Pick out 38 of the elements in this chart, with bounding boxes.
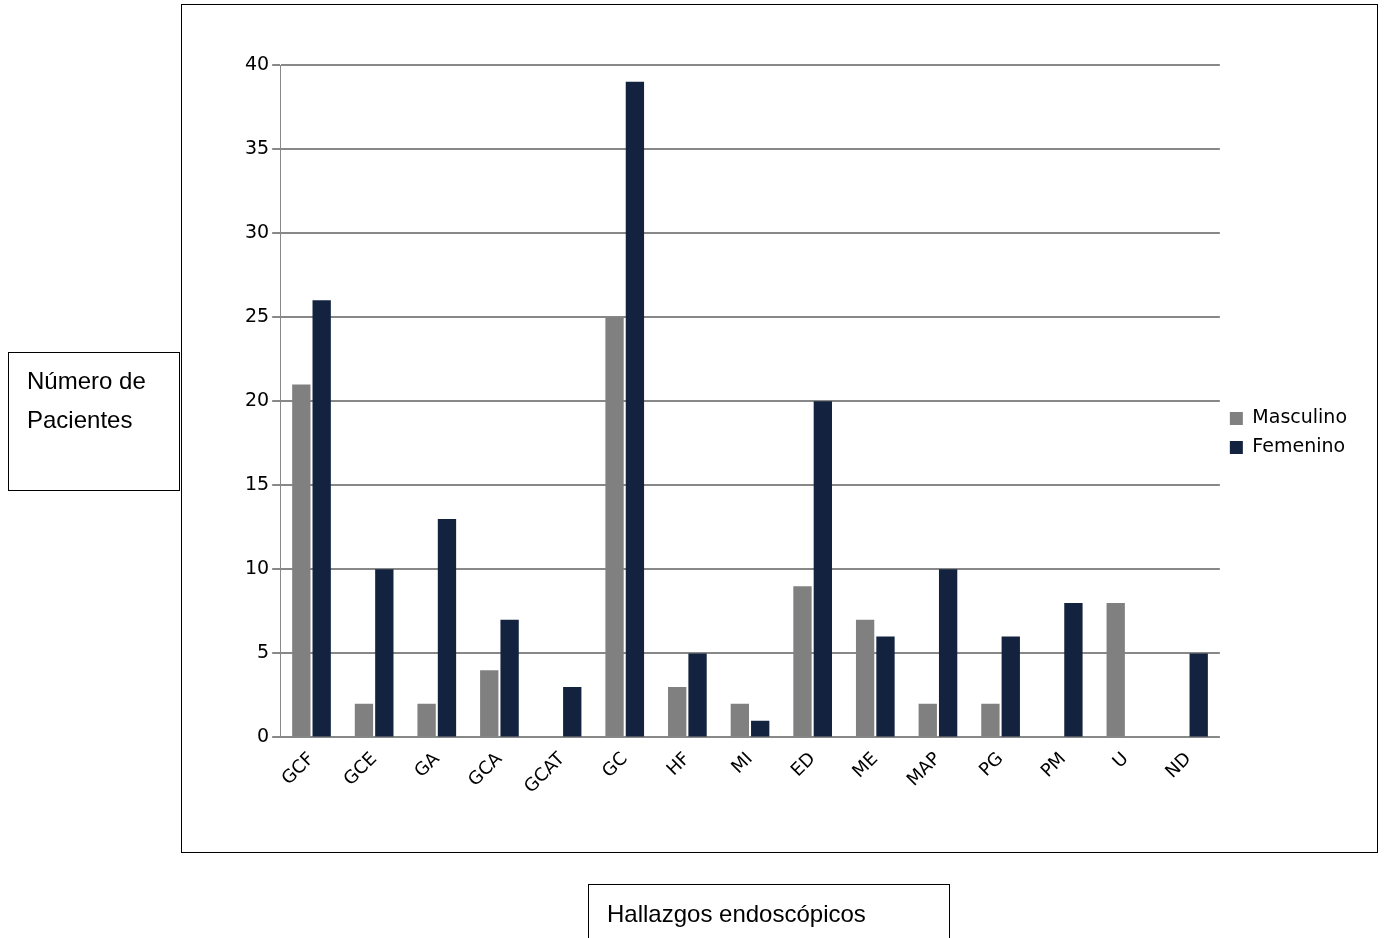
x-tick-label: HF xyxy=(661,747,694,780)
bar xyxy=(876,636,895,737)
y-tick-label: 30 xyxy=(244,220,270,243)
bar xyxy=(500,619,519,737)
y-axis-title: Número de Pacientes xyxy=(8,352,180,491)
bar xyxy=(563,687,582,737)
bar xyxy=(688,653,707,737)
y-tick-label: 35 xyxy=(244,136,270,158)
x-tick-label: ED xyxy=(786,747,819,781)
x-tick-label: GC xyxy=(597,747,631,782)
x-axis-title: Hallazgos endoscópicos xyxy=(588,884,950,938)
x-tick-label: GA xyxy=(409,746,444,781)
y-tick-label: 5 xyxy=(257,640,270,663)
bar xyxy=(1064,602,1083,737)
x-tick-label: U xyxy=(1107,747,1133,772)
bar xyxy=(375,569,394,737)
legend-label: Masculino xyxy=(1252,405,1348,428)
x-tick-label: PG xyxy=(974,747,1007,780)
bar xyxy=(312,300,331,737)
x-tick-label: ME xyxy=(847,747,882,782)
bar xyxy=(437,518,457,737)
y-tick-label: 15 xyxy=(244,472,270,495)
y-tick-label: 25 xyxy=(244,304,270,327)
x-tick-label: ND xyxy=(1160,747,1195,782)
bar xyxy=(938,569,958,737)
bar xyxy=(625,81,645,737)
x-tick-label: GCA xyxy=(463,746,507,790)
y-tick-label: 10 xyxy=(244,556,270,579)
bar xyxy=(1001,636,1020,737)
x-tick-label: PM xyxy=(1035,747,1070,781)
legend-label: Femenino xyxy=(1252,434,1346,457)
bar xyxy=(813,401,832,737)
y-tick-label: 20 xyxy=(244,388,270,411)
y-tick-label: 40 xyxy=(244,51,270,74)
y-tick-label: 0 xyxy=(257,724,270,747)
bar xyxy=(751,720,770,737)
bar xyxy=(1189,653,1208,737)
x-tick-label: MI xyxy=(726,747,757,777)
